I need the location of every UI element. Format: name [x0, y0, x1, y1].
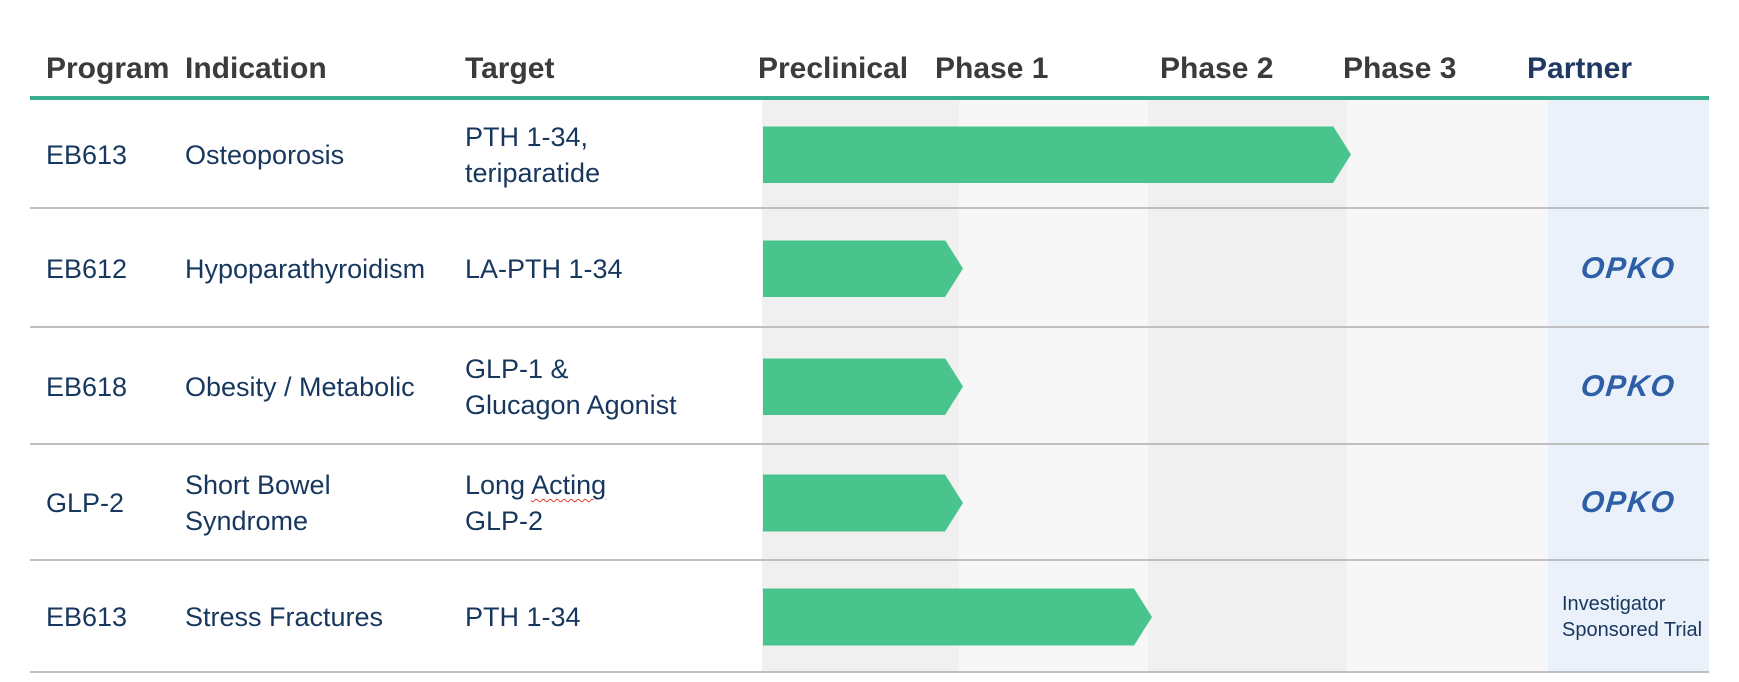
indication-line: Hypoparathyroidism	[185, 253, 426, 284]
misspelled-word: Acting	[531, 470, 607, 500]
partner-note-line: Investigator	[1562, 593, 1666, 615]
indication-cell: Osteoporosis	[185, 137, 344, 173]
indication-cell: Obesity / Metabolic	[185, 369, 415, 405]
column-header-indication: Indication	[185, 52, 327, 85]
phase-column-band-phase-2	[1148, 100, 1347, 673]
partner-note-line: Sponsored Trial	[1562, 619, 1703, 641]
row-divider	[30, 443, 1709, 445]
target-line: Glucagon Agonist	[465, 389, 677, 420]
column-header-partner: Partner	[1527, 52, 1633, 85]
pipeline-row: EB612 Hypoparathyroidism LA-PTH 1-34 OPKO	[0, 209, 1739, 328]
target-cell: Long Acting GLP-2	[465, 467, 606, 539]
target-line: GLP-1 &	[465, 353, 569, 384]
target-cell: PTH 1-34	[465, 599, 581, 635]
indication-cell: Hypoparathyroidism	[185, 251, 425, 287]
phase-column-band-phase-1	[959, 100, 1148, 673]
partner-opko-logo-text: OPKO	[1579, 486, 1678, 519]
partner-opko-logo-text: OPKO	[1579, 369, 1678, 403]
partner-opko-logo-text: OPKO	[1579, 251, 1678, 285]
partner-opko-logo: OPKO	[1548, 252, 1709, 286]
row-divider	[30, 207, 1709, 209]
program-cell: EB612	[46, 253, 128, 284]
target-line: Long Acting	[465, 467, 606, 503]
pipeline-row: EB618 Obesity / Metabolic GLP-1 & Glucagon …	[0, 328, 1739, 445]
target-line: LA-PTH 1-34	[465, 253, 623, 284]
row-divider	[30, 671, 1709, 673]
target-line: PTH 1-34,	[465, 121, 589, 152]
target-text: Long	[465, 470, 532, 500]
phase-progress-bar	[763, 240, 963, 297]
target-line: teriparatide	[465, 157, 601, 188]
indication-line: Obesity / Metabolic	[185, 371, 415, 402]
row-divider	[30, 326, 1709, 328]
indication-cell: Short Bowel Syndrome	[185, 467, 331, 539]
indication-cell: Stress Fractures	[185, 599, 383, 635]
phase-column-band-phase-3	[1347, 100, 1548, 673]
target-cell: GLP-1 & Glucagon Agonist	[465, 351, 677, 423]
pipeline-row: EB613 Osteoporosis PTH 1-34, teriparatide	[0, 100, 1739, 209]
phase-progress-bar	[763, 126, 1351, 183]
phase-progress-bar	[763, 475, 963, 532]
indication-line: Stress Fractures	[185, 602, 384, 632]
partner-opko-logo: OPKO	[1548, 486, 1709, 520]
target-cell: PTH 1-34, teriparatide	[465, 119, 600, 191]
header-underline	[30, 96, 1709, 100]
partner-opko-logo: OPKO	[1548, 370, 1709, 404]
row-divider	[30, 559, 1709, 561]
column-header-program: Program	[46, 52, 170, 85]
phase-progress-bar	[763, 589, 1152, 646]
target-cell: LA-PTH 1-34	[465, 251, 623, 287]
program-cell: EB613	[46, 139, 128, 170]
indication-line: Syndrome	[185, 506, 309, 536]
target-line: GLP-2	[465, 506, 544, 536]
program-cell: EB613	[46, 602, 128, 632]
target-line: PTH 1-34	[465, 602, 581, 632]
partner-column-band	[1548, 100, 1709, 673]
column-header-phase-2: Phase 2	[1160, 52, 1274, 85]
indication-line: Osteoporosis	[185, 139, 345, 170]
indication-line: Short Bowel	[185, 470, 331, 500]
column-header-target: Target	[465, 52, 555, 85]
column-header-phase-1: Phase 1	[935, 52, 1049, 85]
pipeline-row: GLP-2 Short Bowel Syndrome Long Acting GLP-2…	[0, 445, 1739, 561]
program-cell: GLP-2	[46, 488, 125, 518]
program-cell: EB618	[46, 371, 128, 402]
column-header-preclinical: Preclinical	[758, 52, 909, 85]
phase-progress-bar	[763, 358, 963, 415]
pipeline-row: EB613 Stress Fractures PTH 1-34 Investigato…	[0, 561, 1739, 673]
partner-note: Investigator Sponsored Trial	[1562, 591, 1702, 643]
column-header-phase-3: Phase 3	[1343, 52, 1457, 85]
